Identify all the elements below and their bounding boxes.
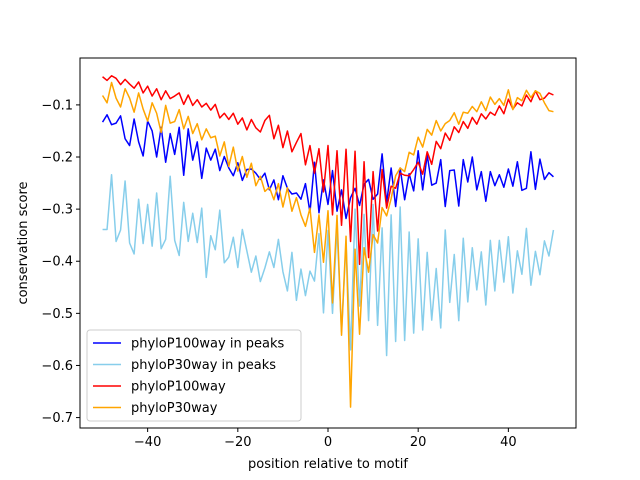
y-tick-label: −0.2 [41,151,73,166]
series-line-4 [101,81,554,408]
y-axis: −0.7 −0.6 −0.5 −0.4 −0.3 −0.2 −0.1 [41,98,80,426]
series-line-2 [102,173,555,357]
x-axis-label: position relative to motif [248,457,408,472]
legend-label-4: phyloP30way [131,401,218,416]
x-tick-label: 0 [324,435,332,450]
legend-label-1: phyloP100way in peaks [131,337,285,352]
x-tick-label: 40 [500,435,517,450]
legend-box [86,329,302,422]
y-tick-label: −0.4 [41,255,73,270]
x-tick-label: −20 [224,435,251,450]
y-tick-label: −0.3 [41,203,73,218]
y-tick-label: −0.1 [41,98,73,113]
x-tick-label: 20 [410,435,427,450]
y-tick-label: −0.5 [41,307,73,322]
x-axis: −40 −20 0 20 40 [134,428,517,450]
legend-label-3: phyloP100way [131,380,226,395]
series-layer [101,74,555,408]
legend-label-2: phyloP30way in peaks [131,358,276,373]
x-tick-label: −40 [134,435,161,450]
y-tick-label: −0.7 [41,411,73,426]
y-tick-label: −0.6 [41,359,73,374]
y-axis-label: conservation score [16,181,31,304]
series-line-3 [102,74,554,266]
legend: phyloP100way in peaks phyloP30way in peak… [86,329,302,422]
series-line-1 [101,114,554,220]
